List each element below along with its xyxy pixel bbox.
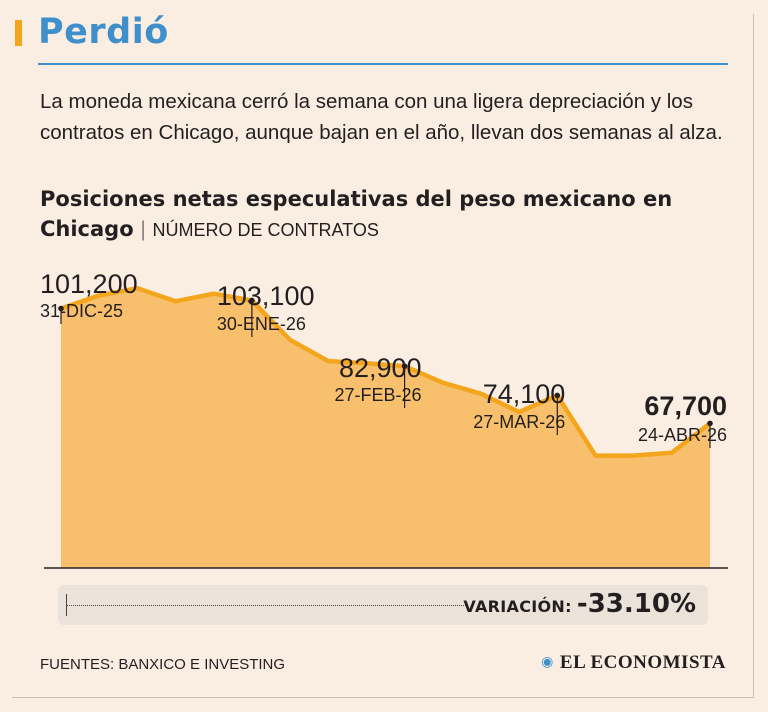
- chart-title-separator: |: [140, 218, 146, 241]
- annotation-value: 103,100: [217, 281, 315, 311]
- graphic-frame: [12, 14, 754, 698]
- variation-dotted-line: [66, 605, 466, 606]
- chart-title-unit: NÚMERO DE CONTRATOS: [152, 220, 379, 240]
- chart-title-main: Posiciones netas especulativas del peso …: [40, 187, 673, 241]
- chart-title: Posiciones netas especulativas del peso …: [40, 184, 740, 245]
- annotation-dot: [401, 363, 408, 369]
- accent-bar: [15, 20, 22, 46]
- annotation-date: 24-ABR-26: [638, 425, 727, 445]
- variation-readout: VARIACIÓN: -33.10%: [463, 589, 696, 619]
- variation-box: VARIACIÓN: -33.10%: [58, 585, 708, 625]
- annotation-date: 27-FEB-26: [335, 385, 422, 405]
- area-fill: [61, 288, 710, 568]
- source-note: FUENTES: BANXICO E INVESTING: [40, 656, 286, 673]
- annotation-dot: [58, 305, 64, 312]
- variation-value: -33.10%: [576, 589, 696, 619]
- series-line: [60, 285, 712, 458]
- annotation-dot: [554, 392, 561, 399]
- headline: Perdió: [38, 12, 169, 52]
- annotation-value: 67,700: [644, 391, 727, 421]
- intro-text: La moneda mexicana cerró la semana con u…: [40, 90, 723, 144]
- brand-logo: ◉ EL ECONOMISTA: [541, 652, 726, 674]
- annotation-value: 82,900: [339, 353, 422, 383]
- annotation-dot: [707, 420, 713, 427]
- annotation-value: 74,100: [483, 379, 566, 409]
- annotation-value: 101,200: [40, 269, 138, 299]
- brand-name: EL ECONOMISTA: [559, 652, 726, 673]
- headline-rule: [38, 63, 728, 65]
- annotation-date: 30-ENE-26: [217, 314, 306, 334]
- annotation-date: 27-MAR-26: [473, 412, 565, 432]
- globe-icon: ◉: [541, 655, 554, 670]
- annotation-dot: [249, 297, 255, 304]
- annotation-date: 31-DIC-25: [40, 301, 123, 321]
- variation-label: VARIACIÓN:: [463, 597, 572, 616]
